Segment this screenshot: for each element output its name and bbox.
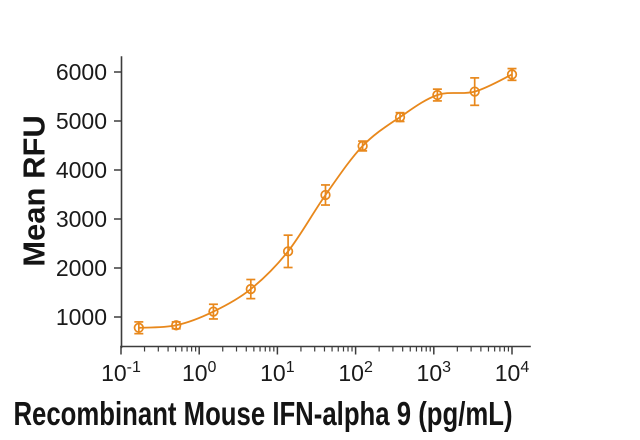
data-point	[320, 184, 331, 206]
x-tick-label: 104	[495, 359, 530, 386]
data-point	[245, 278, 256, 300]
data-point	[506, 67, 518, 82]
point-marker	[282, 246, 294, 257]
point-marker	[133, 322, 144, 333]
x-tick-label: 102	[338, 359, 373, 386]
x-tick-label: 101	[260, 359, 295, 386]
data-series	[133, 67, 518, 335]
point-marker	[320, 189, 331, 201]
y-tick-label: 5000	[56, 108, 107, 134]
x-axis-title: Recombinant Mouse IFN-alpha 9 (pg/mL)	[13, 395, 513, 432]
point-marker	[245, 283, 256, 295]
y-tick-label: 3000	[56, 206, 107, 232]
data-point	[469, 77, 480, 107]
point-marker	[506, 69, 518, 80]
y-axis-ticks: 1000 2000 3000 4000 5000 6000	[56, 59, 122, 330]
x-tick-label: 103	[417, 359, 452, 386]
data-point	[208, 303, 219, 320]
y-tick-label: 4000	[56, 157, 107, 183]
x-axis-ticks: 10-1 100 101 102 103 104	[101, 346, 530, 386]
y-tick-label: 2000	[56, 255, 107, 281]
point-marker	[208, 306, 219, 317]
x-tick-label: 10-1	[101, 359, 141, 386]
y-axis-title: Mean RFU	[16, 115, 52, 267]
point-marker	[171, 320, 182, 331]
point-marker	[432, 89, 443, 101]
y-tick-label: 6000	[56, 59, 107, 85]
data-point	[171, 320, 182, 331]
data-point	[357, 140, 368, 152]
point-marker	[394, 111, 406, 123]
axes	[120, 56, 531, 349]
data-point	[394, 111, 406, 123]
data-point	[432, 88, 443, 102]
x-tick-label: 100	[182, 359, 217, 386]
data-point	[282, 234, 294, 269]
point-marker	[357, 140, 368, 152]
point-marker	[469, 86, 480, 97]
data-point	[133, 321, 144, 335]
y-tick-label: 1000	[56, 304, 107, 330]
